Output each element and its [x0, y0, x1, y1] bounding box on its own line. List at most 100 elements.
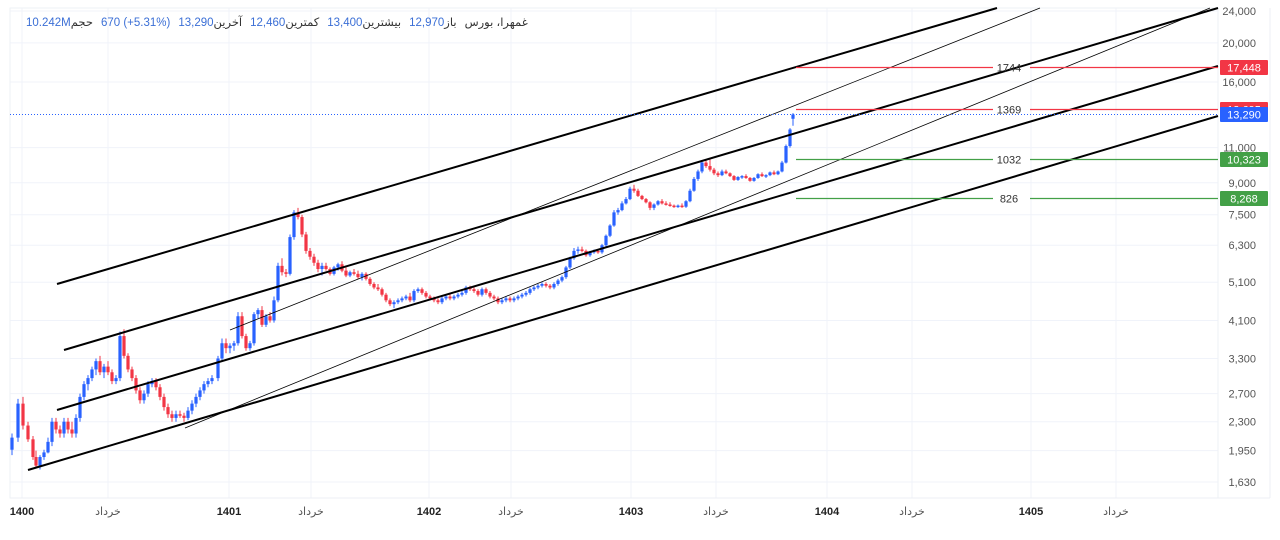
candle: [556, 278, 560, 286]
candle: [560, 275, 564, 283]
candle: [114, 375, 118, 385]
candle: [356, 270, 360, 279]
open-label: باز: [444, 17, 457, 29]
candle: [170, 410, 174, 422]
candle: [500, 298, 504, 305]
candle: [648, 201, 652, 211]
candle: [174, 410, 178, 422]
candle: [158, 384, 162, 401]
candle: [408, 292, 412, 303]
candle: [284, 269, 288, 278]
candle: [476, 289, 480, 297]
candle: [456, 292, 460, 299]
candle: [352, 269, 356, 276]
candle: [122, 329, 126, 359]
candle: [308, 248, 312, 260]
trendline[interactable]: [184, 7, 1211, 429]
channel-trendlines[interactable]: [27, 7, 1219, 471]
trendline[interactable]: [63, 7, 1219, 351]
level-826[interactable]: 826: [796, 194, 1218, 206]
price-tick: 1,630: [1228, 477, 1256, 489]
level-price-tag: 8,268: [1220, 191, 1268, 206]
level-label: 826: [1000, 194, 1018, 206]
candle: [608, 224, 612, 238]
candle: [632, 184, 636, 193]
price-tick: 6,300: [1228, 240, 1256, 252]
candle: [244, 333, 248, 351]
candle: [264, 314, 268, 327]
candle: [376, 283, 380, 292]
price-tick: 11,000: [1223, 143, 1256, 155]
candle: [380, 287, 384, 297]
level-1744[interactable]: 1744: [796, 63, 1218, 75]
time-tick: 1403: [619, 506, 643, 518]
candle: [50, 417, 54, 447]
candle: [372, 282, 376, 290]
candle: [656, 200, 660, 206]
candle: [680, 203, 684, 208]
candle: [10, 433, 14, 456]
candle: [210, 375, 214, 385]
price-tick: 2,700: [1228, 389, 1256, 401]
level-1032[interactable]: 1032: [796, 155, 1218, 167]
candle: [324, 262, 328, 271]
candle: [186, 407, 190, 421]
trendline[interactable]: [229, 7, 1041, 331]
candle: [552, 282, 556, 290]
candle: [604, 234, 608, 247]
candle: [508, 296, 512, 303]
candle: [548, 283, 552, 290]
candle: [664, 201, 668, 206]
candle: [194, 393, 198, 408]
candle: [624, 196, 628, 205]
candle: [472, 287, 476, 293]
open-value: 12,970: [409, 17, 445, 29]
candle: [130, 366, 134, 382]
symbol-name[interactable]: غمهرا، بورس: [464, 17, 528, 29]
candle: [90, 366, 94, 382]
candle: [384, 292, 388, 303]
candle: [360, 272, 364, 281]
level-1369[interactable]: 1369: [796, 105, 1218, 117]
candle: [248, 340, 252, 351]
level-label: 1369: [997, 105, 1021, 117]
trendline[interactable]: [56, 7, 998, 285]
candle: [496, 296, 500, 305]
candle: [94, 358, 98, 376]
price-tick: 5,100: [1228, 277, 1256, 289]
candle: [224, 338, 228, 354]
candle: [300, 214, 304, 238]
price-axis[interactable]: 24,000 20,000 16,000 11,000 9,000 7,500 6,300 5…: [1222, 6, 1256, 489]
candle: [524, 291, 528, 297]
candle: [744, 174, 748, 179]
time-axis[interactable]: 1400 خرداد 1401 خرداد 1402 خرداد 1403 خرداد 1404…: [10, 506, 1129, 518]
price-tick: 7,500: [1228, 210, 1256, 222]
candle: [780, 160, 784, 173]
candle: [504, 296, 508, 303]
candle: [576, 246, 580, 254]
change-value: 670 (+5.31%): [100, 17, 171, 29]
price-tick: 3,300: [1228, 353, 1256, 365]
candle: [110, 369, 114, 385]
candle: [640, 194, 644, 201]
svg-text:17,448: 17,448: [1227, 63, 1261, 75]
candle: [784, 144, 788, 164]
time-tick: خرداد: [703, 506, 729, 518]
candle: [252, 312, 256, 346]
candle: [16, 398, 20, 442]
price-tick: 4,100: [1228, 315, 1256, 327]
candle: [58, 425, 62, 438]
trendline[interactable]: [27, 115, 1219, 471]
horizontal-levels[interactable]: 1744 1369 1032 826: [796, 63, 1218, 206]
candle: [728, 172, 732, 178]
last-value: 13,290: [178, 17, 214, 29]
candle: [532, 285, 536, 292]
candle: [232, 340, 236, 351]
price-tick: 1,950: [1228, 446, 1256, 458]
trendline[interactable]: [56, 65, 1219, 411]
candle: [748, 177, 752, 182]
candle: [62, 417, 66, 438]
svg-text:13,290: 13,290: [1227, 110, 1261, 122]
